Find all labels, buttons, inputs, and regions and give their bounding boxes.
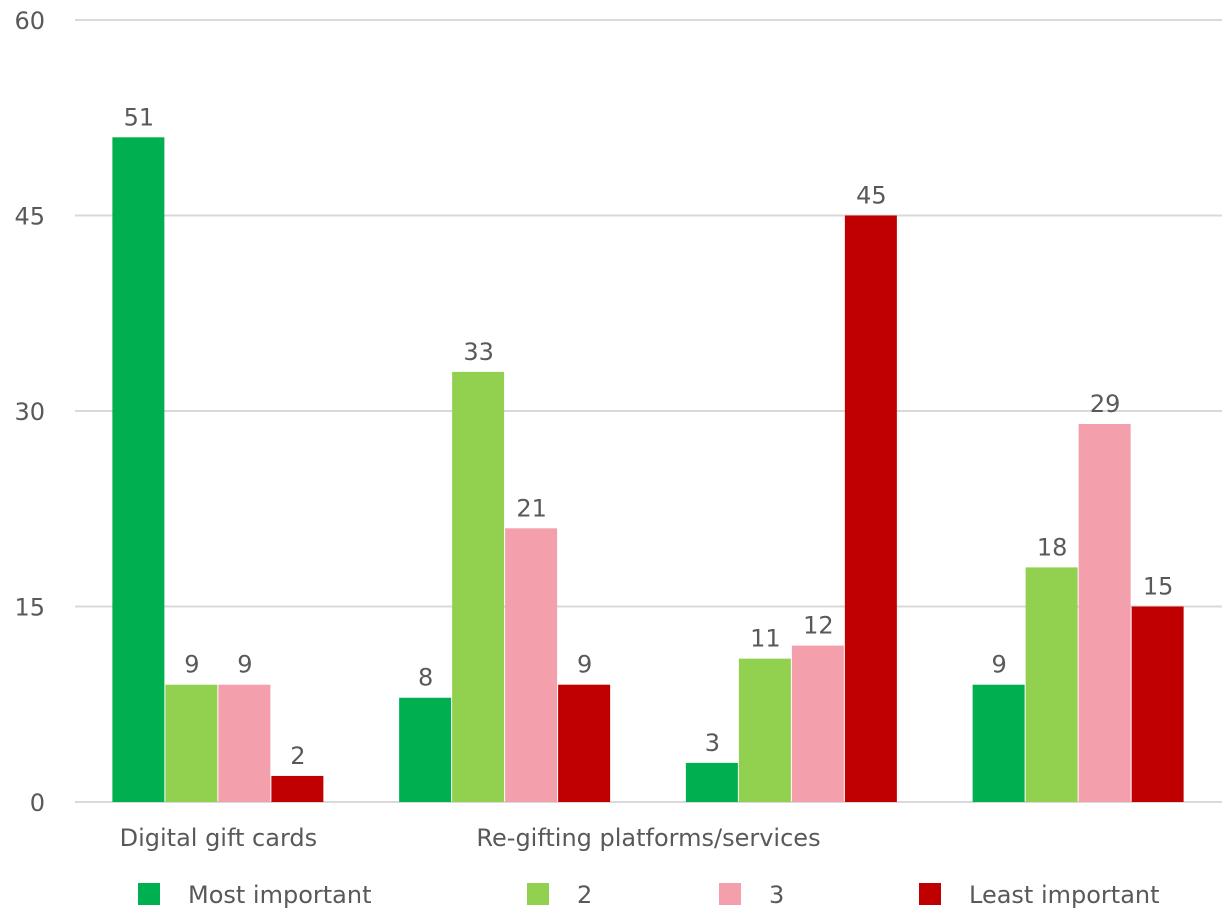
bar (844, 215, 897, 802)
data-label: 18 (1037, 533, 1068, 561)
bar (165, 684, 218, 802)
legend-label: 3 (769, 881, 784, 909)
y-tick-label: 0 (30, 789, 45, 817)
bar (1025, 567, 1078, 802)
bar (972, 684, 1025, 802)
category-label: Digital gift cards (120, 824, 318, 852)
legend: Most important 2 3 Least important (138, 881, 1160, 909)
data-label: 12 (803, 612, 834, 640)
bar (791, 645, 844, 802)
bar (452, 371, 505, 802)
data-label: 3 (705, 729, 720, 757)
data-label: 9 (184, 651, 199, 679)
data-label: 45 (856, 182, 887, 210)
y-tick-label: 45 (14, 203, 45, 231)
y-tick-label: 30 (14, 398, 45, 426)
bar (399, 697, 452, 802)
legend-label: 2 (577, 881, 592, 909)
y-axis-ticks: 0 15 30 45 60 (14, 7, 45, 817)
legend-swatch (919, 883, 941, 905)
bar (1131, 606, 1184, 802)
data-label: 29 (1090, 390, 1121, 418)
data-label: 2 (290, 742, 305, 770)
bar (1078, 424, 1131, 802)
bar (505, 528, 558, 802)
bar (218, 684, 271, 802)
data-labels: 51 9 9 2 8 33 21 9 3 11 12 45 9 18 29 15 (124, 103, 1174, 770)
category-label: Re-gifting platforms/services (476, 824, 820, 852)
category-labels: Digital gift cards Re-gifting platforms/s… (120, 824, 821, 852)
legend-swatch (138, 883, 160, 905)
legend-label: Most important (188, 881, 372, 909)
legend-label: Least important (969, 881, 1160, 909)
legend-swatch (527, 883, 549, 905)
bar (112, 137, 165, 803)
data-label: 21 (516, 494, 547, 522)
data-label: 8 (418, 664, 433, 692)
data-label: 33 (463, 338, 494, 366)
y-tick-label: 15 (14, 594, 45, 622)
bars (112, 137, 1184, 803)
data-label: 9 (991, 651, 1006, 679)
data-label: 15 (1143, 573, 1174, 601)
legend-swatch (719, 883, 741, 905)
data-label: 9 (577, 651, 592, 679)
data-label: 51 (124, 103, 155, 131)
y-tick-label: 60 (14, 7, 45, 35)
bar (685, 762, 738, 802)
data-label: 9 (237, 651, 252, 679)
data-label: 11 (750, 625, 781, 653)
bar (271, 775, 324, 802)
bar (738, 658, 791, 802)
bar (558, 684, 611, 802)
